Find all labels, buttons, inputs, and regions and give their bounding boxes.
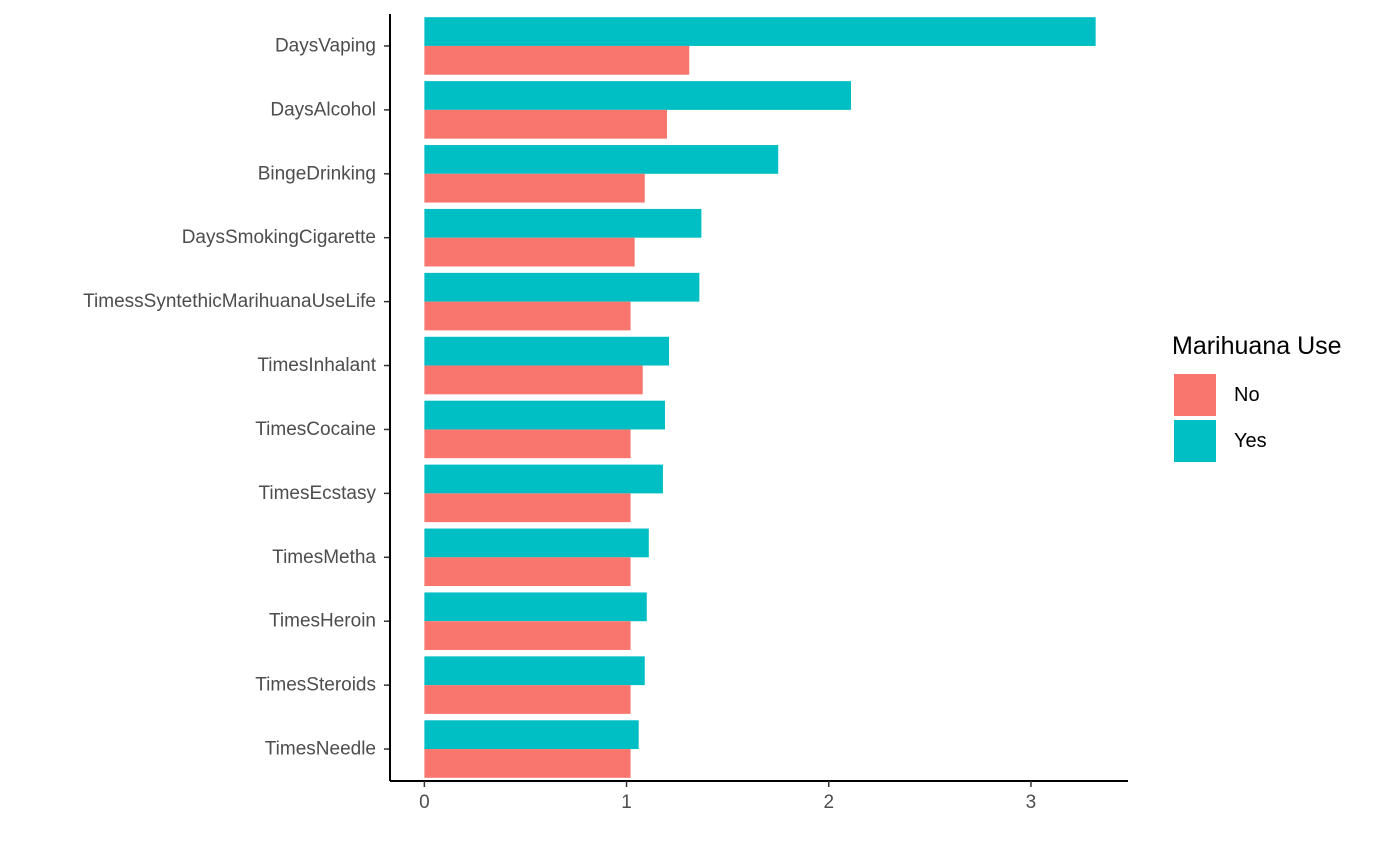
bar-timesinhalant-yes — [424, 336, 670, 366]
bar-daysvaping-no — [424, 45, 690, 75]
bar-timesmetha-no — [424, 557, 631, 587]
legend: Marihuana Use No Yes — [1172, 332, 1342, 462]
bar-timesssyntethicmarihuanauselife-no — [424, 301, 631, 331]
bar-timesneedle-no — [424, 749, 631, 778]
y-tick-label-timesssyntethicmarihuanauselife: TimessSyntethicMarihuanaUseLife — [83, 291, 376, 312]
y-tick-label-timesheroin: TimesHeroin — [269, 611, 376, 632]
x-tick-label-0: 0 — [419, 792, 430, 813]
y-tick-label-timesinhalant: TimesInhalant — [257, 355, 376, 376]
x-tick-label-3: 3 — [1026, 792, 1037, 813]
bar-timesecstasy-no — [424, 493, 631, 523]
bar-timesmetha-yes — [424, 528, 649, 558]
bar-timesssyntethicmarihuanauselife-yes — [424, 272, 700, 302]
bar-timesheroin-no — [424, 621, 631, 650]
legend-key-no — [1174, 374, 1216, 416]
bar-timessteroids-no — [424, 685, 631, 714]
bar-dayssmokingcigarette-no — [424, 237, 635, 267]
bar-timesecstasy-yes — [424, 464, 663, 494]
bar-bingedrinking-yes — [424, 145, 779, 174]
y-tick-label-timesecstasy: TimesEcstasy — [258, 483, 376, 504]
legend-label-yes: Yes — [1234, 430, 1267, 452]
bar-bingedrinking-no — [424, 173, 645, 203]
y-tick-label-daysalcohol: DaysAlcohol — [270, 99, 376, 120]
bar-timescocaine-yes — [424, 400, 665, 430]
x-tick-label-1: 1 — [621, 792, 632, 813]
bar-daysvaping-yes — [424, 17, 1096, 46]
bar-timescocaine-no — [424, 429, 631, 459]
y-tick-label-dayssmokingcigarette: DaysSmokingCigarette — [182, 227, 376, 248]
bar-timesheroin-yes — [424, 592, 647, 622]
legend-key-yes — [1174, 420, 1216, 462]
legend-title: Marihuana Use — [1172, 332, 1342, 360]
y-tick-label-bingedrinking: BingeDrinking — [258, 163, 376, 184]
bar-timesneedle-yes — [424, 720, 639, 750]
y-tick-label-timesneedle: TimesNeedle — [265, 739, 376, 760]
y-tick-label-timesmetha: TimesMetha — [272, 547, 376, 568]
bar-daysalcohol-no — [424, 109, 668, 139]
legend-label-no: No — [1234, 384, 1260, 406]
bar-dayssmokingcigarette-yes — [424, 208, 702, 238]
bars-layer — [424, 17, 1096, 778]
y-tick-label-timescocaine: TimesCocaine — [255, 419, 376, 440]
y-tick-label-daysvaping: DaysVaping — [275, 35, 376, 56]
bar-daysalcohol-yes — [424, 81, 851, 110]
bar-timesinhalant-no — [424, 365, 643, 395]
x-axis: 0 1 2 3 — [390, 780, 1128, 813]
y-tick-label-timessteroids: TimesSteroids — [255, 675, 376, 696]
x-tick-label-2: 2 — [823, 792, 834, 813]
bar-timessteroids-yes — [424, 656, 645, 686]
y-axis: DaysVaping DaysAlcohol BingeDrinking DaysSm… — [83, 14, 391, 781]
